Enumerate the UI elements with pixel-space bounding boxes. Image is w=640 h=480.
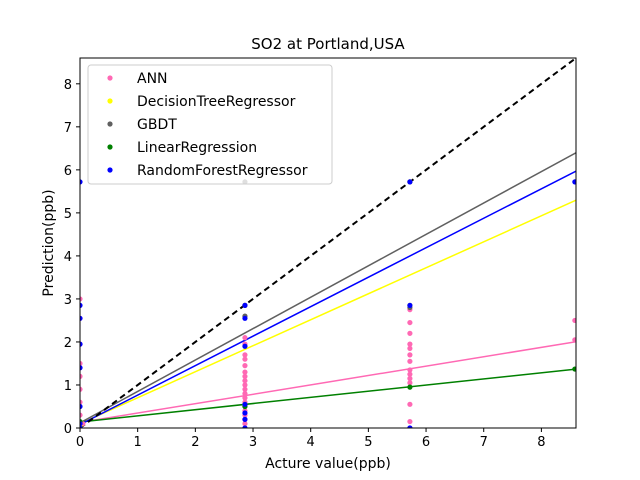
legend-marker — [107, 98, 113, 104]
point-ann — [242, 382, 248, 388]
point-ann — [242, 386, 248, 392]
point-randomforestregressor — [242, 343, 248, 349]
point-ann — [80, 296, 83, 302]
fit-line-ann — [80, 341, 576, 424]
data-points — [80, 179, 576, 428]
y-tick-label: 8 — [64, 78, 72, 93]
fit-line-decisiontreeregressor — [80, 199, 576, 425]
y-tick-label: 6 — [64, 164, 72, 179]
point-ann — [407, 371, 413, 377]
point-randomforestregressor — [407, 425, 413, 428]
x-tick-label: 1 — [134, 435, 142, 450]
point-randomforestregressor — [242, 302, 248, 308]
point-ann — [242, 363, 248, 369]
legend-label: ANN — [137, 71, 168, 87]
point-ann — [407, 367, 413, 373]
legend: ANN DecisionTreeRegressor GBDT LinearRegres… — [87, 64, 333, 185]
x-tick-label: 3 — [249, 435, 257, 450]
legend-label: RandomForestRegressor — [137, 163, 308, 179]
legend-marker — [107, 167, 113, 173]
point-ann — [242, 369, 248, 375]
point-randomforestregressor — [80, 421, 83, 427]
point-ann — [80, 360, 83, 367]
point-randomforestregressor — [242, 416, 248, 422]
plot-frame — [79, 57, 577, 429]
reference-line — [80, 58, 576, 428]
point-ann — [407, 401, 413, 407]
point-ann — [572, 317, 576, 324]
point-ann — [407, 352, 413, 358]
point-ann — [242, 335, 248, 341]
fit-lines — [80, 58, 576, 428]
point-ann — [242, 356, 248, 362]
point-ann — [242, 373, 248, 379]
x-tick-label: 8 — [537, 435, 545, 450]
y-tick-label: 1 — [64, 379, 72, 394]
point-randomforestregressor — [242, 401, 248, 407]
y-tick-label: 7 — [64, 121, 72, 136]
legend-label: GBDT — [137, 117, 177, 133]
x-tick-label: 4 — [307, 435, 315, 450]
y-axis: 0 1 2 3 4 5 6 7 8 — [64, 78, 80, 437]
fit-line-gbdt — [80, 152, 576, 424]
x-tick-label: 7 — [480, 435, 488, 450]
fit-line-linearregression — [80, 368, 576, 423]
point-ann — [407, 358, 413, 364]
point-ann — [572, 337, 576, 343]
point-ann — [407, 380, 413, 386]
fit-line-randomforestregressor — [80, 170, 576, 426]
y-tick-label: 0 — [64, 422, 72, 437]
point-ann — [80, 412, 83, 418]
point-ann — [407, 375, 413, 382]
x-tick-label: 5 — [364, 435, 372, 450]
legend-marker — [107, 144, 113, 150]
point-randomforestregressor — [80, 179, 83, 185]
y-tick-label: 3 — [64, 293, 72, 308]
point-randomforestregressor — [572, 179, 576, 185]
y-tick-label: 4 — [64, 250, 72, 265]
point-ann — [242, 395, 248, 401]
point-linearregression — [572, 366, 576, 372]
point-ann — [242, 421, 248, 427]
y-tick-label: 2 — [64, 336, 72, 351]
point-ann — [407, 418, 413, 425]
x-tick-label: 6 — [422, 435, 430, 450]
legend-label: LinearRegression — [137, 140, 257, 156]
legend-marker — [107, 121, 113, 127]
point-randomforestregressor — [80, 403, 83, 410]
legend-marker — [107, 75, 113, 81]
point-ann — [80, 386, 83, 392]
point-ann — [407, 330, 413, 336]
plot-area — [79, 57, 577, 429]
legend-label: DecisionTreeRegressor — [137, 94, 296, 110]
point-randomforestregressor — [407, 179, 413, 185]
point-ann — [80, 373, 83, 379]
legend-box — [87, 64, 333, 185]
point-ann — [407, 319, 413, 326]
chart-title: SO2 at Portland,USA — [251, 35, 405, 53]
point-ann — [407, 341, 413, 347]
point-ann — [242, 352, 248, 358]
x-tick-label: 0 — [76, 435, 84, 450]
point-randomforestregressor — [242, 410, 248, 416]
point-randomforestregressor — [80, 341, 83, 347]
point-ann — [80, 399, 83, 405]
point-ann — [407, 345, 413, 352]
x-axis-title: Acture value(ppb) — [265, 456, 391, 472]
y-axis-title: Prediction(ppb) — [41, 189, 57, 296]
y-tick-label: 5 — [64, 207, 72, 222]
point-ann — [242, 390, 248, 397]
point-randomforestregressor — [80, 365, 83, 371]
point-ann — [242, 378, 248, 384]
x-tick-label: 2 — [191, 435, 199, 450]
point-randomforestregressor — [242, 425, 248, 428]
point-randomforestregressor — [242, 315, 248, 321]
point-randomforestregressor — [407, 302, 413, 308]
x-axis: 0 1 2 3 4 5 6 7 8 — [76, 428, 546, 450]
point-linearregression — [407, 384, 413, 390]
point-randomforestregressor — [80, 315, 83, 321]
point-randomforestregressor — [80, 302, 83, 308]
